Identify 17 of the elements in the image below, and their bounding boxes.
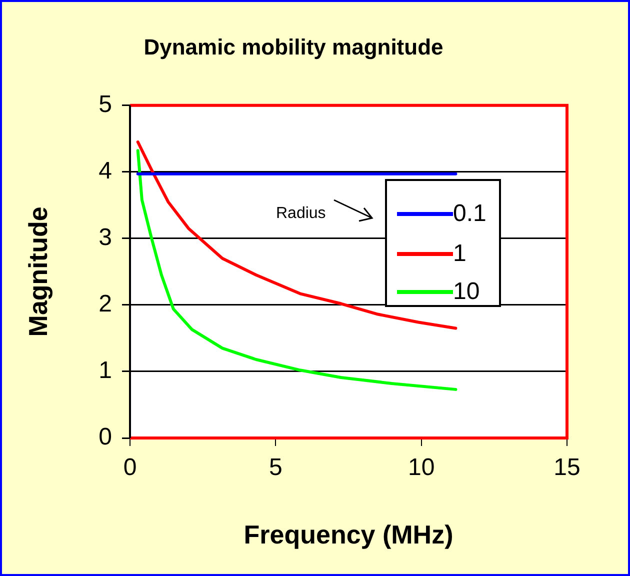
y-tick-label: 2 xyxy=(98,290,112,318)
y-tick-label: 3 xyxy=(98,224,112,252)
legend-label: 1 xyxy=(453,240,466,268)
x-tick-label: 15 xyxy=(554,454,580,482)
y-axis-title: Magnitude xyxy=(22,206,53,337)
annotation: Radius xyxy=(276,205,326,223)
y-tick-label: 4 xyxy=(98,158,112,185)
legend-label: 10 xyxy=(453,278,480,306)
y-tick-label: 5 xyxy=(98,91,112,118)
x-tick-label: 0 xyxy=(123,454,137,482)
x-tick-label: 5 xyxy=(268,454,282,482)
legend-label: 0.1 xyxy=(453,200,486,228)
x-axis-title: Frequency (MHz) xyxy=(244,520,454,550)
x-tick-label: 10 xyxy=(408,454,435,482)
y-tick-label: 0 xyxy=(98,424,112,451)
chart-title: Dynamic mobility magnitude xyxy=(144,34,444,60)
y-tick-label: 1 xyxy=(98,357,112,384)
